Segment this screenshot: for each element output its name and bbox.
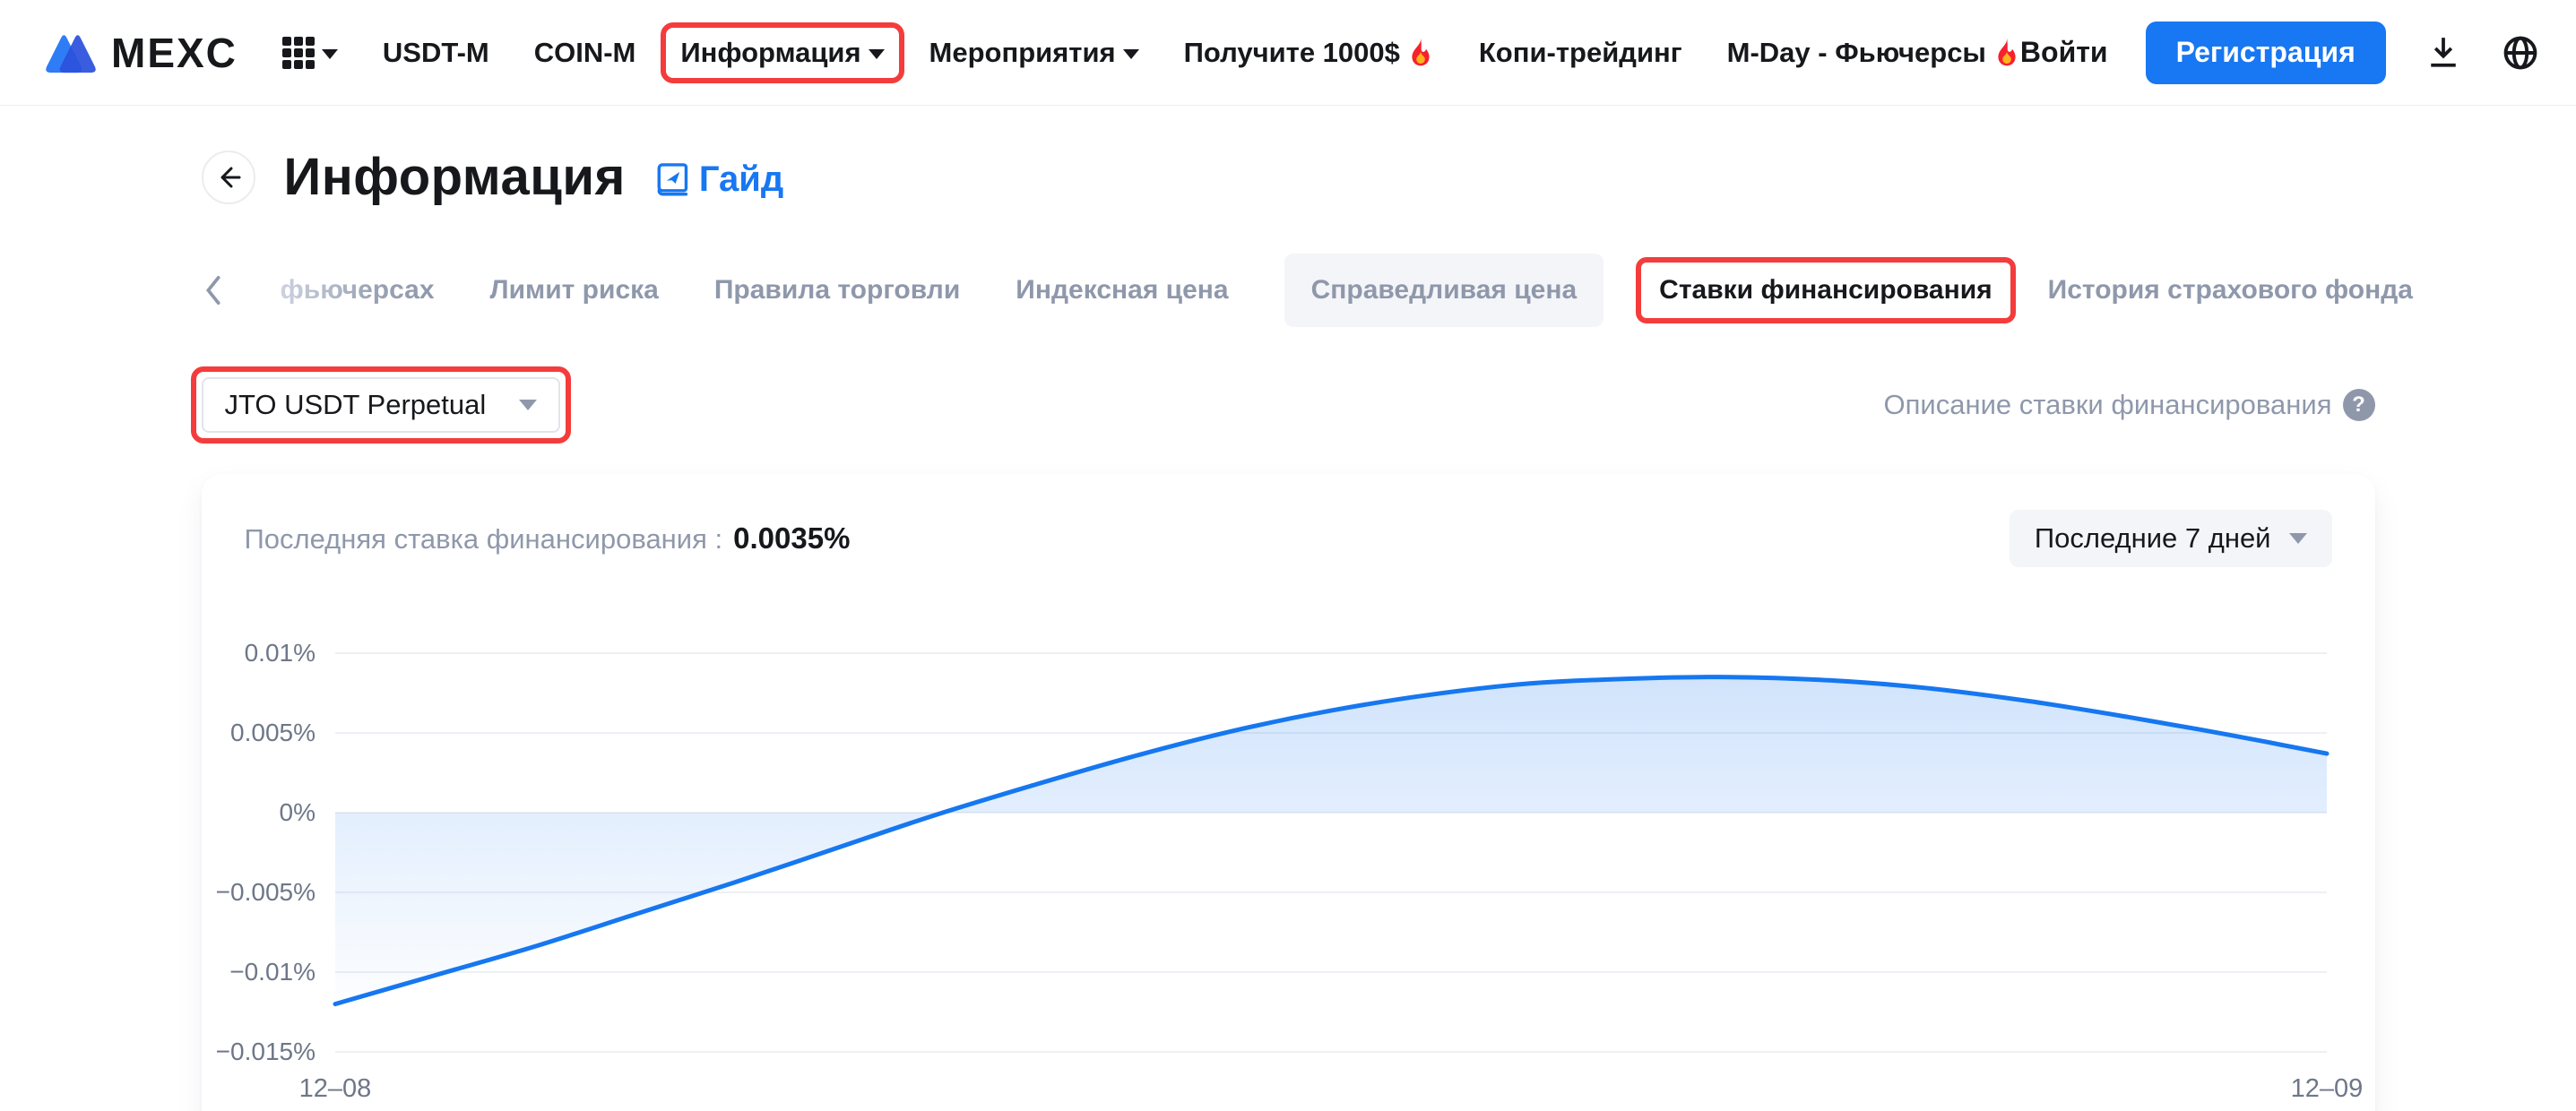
y-axis-tick: −0.01% — [229, 958, 316, 986]
tabs-row: фьючерсах Лимит риска Правила торговли И… — [202, 254, 2413, 327]
funding-rate-description-link[interactable]: Описание ставки финансирования ? — [1884, 389, 2375, 421]
register-button[interactable]: Регистрация — [2145, 21, 2386, 84]
nav-item-get-1000[interactable]: Получите 1000$ — [1184, 37, 1434, 69]
arrow-left-icon — [220, 167, 240, 187]
tab-risk-limit[interactable]: Лимит риска — [489, 275, 659, 305]
guide-link[interactable]: Гайд — [654, 159, 783, 200]
contract-select[interactable]: JTO USDT Perpetual — [201, 377, 560, 433]
apps-grid-button[interactable] — [281, 36, 338, 69]
chevron-down-icon — [1122, 49, 1139, 59]
download-app-button[interactable] — [2424, 33, 2463, 73]
nav-item-copy-trading[interactable]: Копи-трейдинг — [1478, 36, 1682, 68]
back-button[interactable] — [201, 150, 255, 204]
download-icon — [2431, 37, 2456, 67]
y-axis-tick: −0.015% — [215, 1038, 315, 1065]
mexc-logo[interactable]: MEXC — [43, 29, 238, 77]
question-mark-icon: ? — [2342, 389, 2375, 421]
tab-futures[interactable]: фьючерсах — [280, 275, 435, 305]
x-axis-tick: 12–08 — [298, 1074, 371, 1103]
nav-item-mday-futures[interactable]: M-Day - Фьючерсы — [1727, 37, 2020, 69]
nav-item-coin-m[interactable]: COIN-M — [533, 36, 636, 68]
grid-icon — [281, 36, 315, 69]
tab-trading-rules[interactable]: Правила торговли — [713, 275, 961, 305]
x-axis-tick: 12–09 — [2290, 1074, 2363, 1103]
login-button[interactable]: Войти — [2019, 36, 2108, 68]
funding-rate-chart[interactable]: 0.01% 0.005% 0% −0.005% −0.01% −0.015% 12–08 12… — [202, 617, 2375, 1111]
controls-row: JTO USDT Perpetual Описание ставки финан… — [190, 366, 2375, 444]
guide-book-icon — [657, 162, 688, 195]
chevron-down-icon — [868, 49, 885, 59]
page-title-row: Информация Гайд — [201, 147, 2375, 207]
language-button[interactable] — [2501, 33, 2540, 73]
nav-item-events[interactable]: Мероприятия — [929, 37, 1139, 69]
area-fill — [334, 676, 2327, 1004]
logo-wordmark: MEXC — [111, 29, 238, 76]
contract-select-value: JTO USDT Perpetual — [224, 389, 487, 420]
funding-rate-panel: Последняя ставка финансирования : 0.0035… — [201, 474, 2375, 1111]
main-content: Информация Гайд фьючерсах Лимит риска Пр… — [190, 147, 2413, 1111]
globe-icon — [2503, 36, 2537, 69]
y-axis-tick: −0.005% — [215, 878, 315, 906]
y-axis-tick: 0.01% — [244, 639, 315, 667]
y-axis-tick: 0.005% — [230, 719, 316, 746]
flame-icon — [1412, 37, 1430, 65]
funding-rate-line — [333, 675, 2329, 1007]
tab-fair-price[interactable]: Справедливая цена — [1284, 254, 1604, 327]
date-range-select[interactable]: Последние 7 дней — [2009, 510, 2332, 567]
chevron-left-icon — [205, 275, 220, 306]
panel-header: Последняя ставка финансирования : 0.0035… — [202, 474, 2375, 567]
chevron-down-icon — [321, 49, 338, 59]
last-rate-label: Последняя ставка финансирования : — [244, 523, 723, 555]
page-title: Информация — [283, 148, 626, 206]
nav-item-usdt-m[interactable]: USDT-M — [382, 36, 489, 68]
top-nav: MEXC USDT-M COIN-M Информация Мероприяти… — [0, 0, 2576, 106]
y-axis-tick: 0% — [279, 798, 315, 826]
chevron-down-icon — [518, 400, 537, 410]
tab-index-price[interactable]: Индексная цена — [1016, 275, 1229, 305]
nav-item-information[interactable]: Информация — [680, 37, 885, 69]
tab-insurance-fund-history[interactable]: История страхового фонда — [2047, 275, 2413, 305]
chevron-down-icon — [2288, 533, 2307, 544]
tabs-scroll-left-button[interactable] — [202, 275, 225, 306]
tab-funding-rates[interactable]: Ставки финансирования — [1659, 275, 1993, 305]
last-rate-value: 0.0035% — [733, 521, 851, 555]
flame-icon — [1998, 37, 2016, 65]
mexc-logo-icon — [46, 34, 96, 73]
